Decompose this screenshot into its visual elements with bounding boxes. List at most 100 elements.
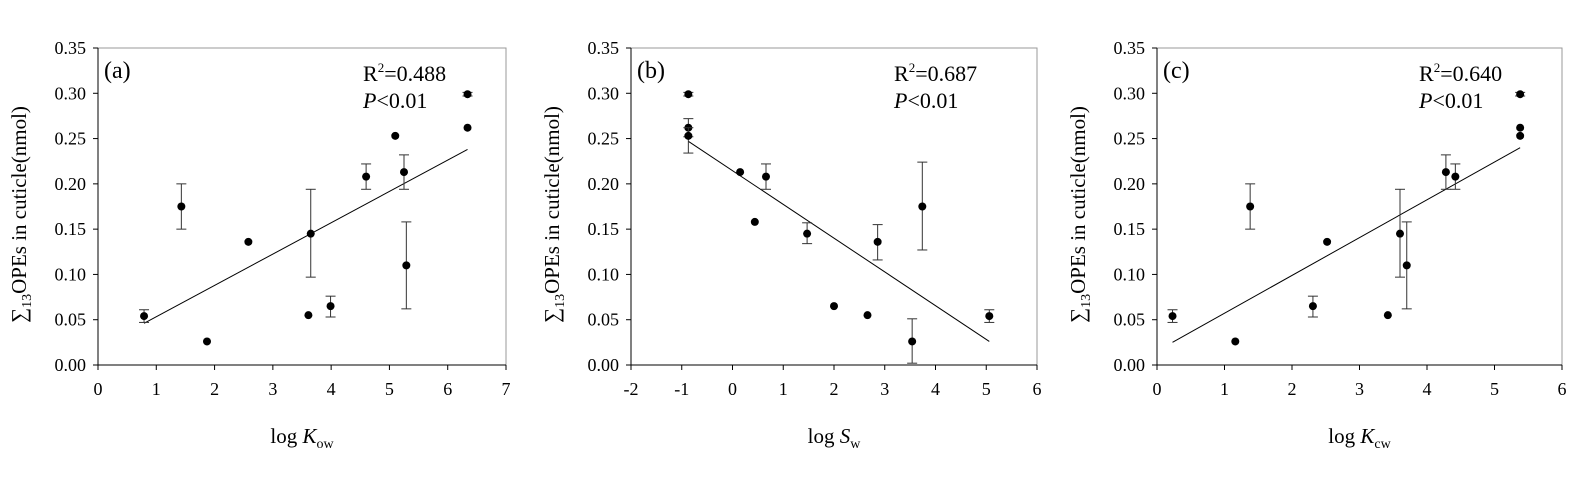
sigma-symbol: ∑ xyxy=(7,308,31,323)
y-tick-label: 0.25 xyxy=(55,129,87,149)
y-label-text: OPEs in cuticle(nmol) xyxy=(540,106,564,294)
data-point xyxy=(1451,172,1460,181)
y-axis-label: ∑13OPEs in cuticle(nmol) xyxy=(7,106,35,323)
data-point xyxy=(736,168,745,177)
regression-line xyxy=(1172,147,1521,343)
x-tick-label: 2 xyxy=(210,379,219,399)
x-label-prefix: log xyxy=(270,424,302,448)
x-tick-label: 1 xyxy=(779,379,788,399)
x-label-var: K xyxy=(301,424,317,448)
data-point xyxy=(1168,312,1177,321)
x-tick-label: 2 xyxy=(830,379,839,399)
data-point xyxy=(244,237,253,246)
regression-line xyxy=(688,140,990,342)
data-point xyxy=(830,302,838,311)
panel-c: 0.00 0.05 0.10 0.15 0.20 0.25 0.30 0.35 0 1 2 3 4 5 6 ∑… xyxy=(1066,38,1567,452)
x-label-var: K xyxy=(1359,424,1375,448)
x-tick-label: 0 xyxy=(94,379,103,399)
data-point xyxy=(463,123,472,132)
x-tick-label: 2 xyxy=(1288,379,1297,399)
data-point xyxy=(391,131,400,140)
y-label-subscript: 13 xyxy=(1079,294,1094,308)
data-point xyxy=(1323,237,1332,246)
plot-frame xyxy=(97,47,507,366)
data-point xyxy=(326,302,335,311)
x-tick-label: 3 xyxy=(880,379,889,399)
data-point xyxy=(684,131,693,140)
data-point xyxy=(400,168,408,177)
y-tick-label: 0.10 xyxy=(1114,264,1146,284)
y-tick-label: 0.05 xyxy=(1114,310,1146,330)
x-label-var: S xyxy=(840,424,851,448)
data-point xyxy=(1441,168,1450,177)
data-point xyxy=(1383,311,1392,320)
y-tick-label: 0.15 xyxy=(588,219,620,239)
x-tick-label: 3 xyxy=(268,379,277,399)
data-point xyxy=(918,202,927,211)
error-bar xyxy=(683,127,694,154)
y-tick-label: 0.25 xyxy=(588,129,620,149)
x-axis-label: log Kcw xyxy=(1328,424,1391,452)
y-axis-label: ∑13OPEs in cuticle(nmol) xyxy=(1066,106,1094,323)
sigma-symbol: ∑ xyxy=(1066,308,1090,323)
data-point xyxy=(463,90,472,99)
y-label-text: OPEs in cuticle(nmol) xyxy=(1066,106,1090,294)
y-tick-label: 0.30 xyxy=(588,83,620,103)
data-point xyxy=(1516,131,1525,140)
data-point xyxy=(684,90,693,99)
panel-label: (b) xyxy=(637,58,665,84)
data-point xyxy=(908,337,917,346)
x-axis-label: log Kow xyxy=(270,424,334,452)
y-label-subscript: 13 xyxy=(20,294,35,308)
data-point xyxy=(1402,261,1411,270)
x-tick-label: 0 xyxy=(728,379,737,399)
x-label-subscript: cw xyxy=(1374,437,1391,452)
y-tick-label: 0.35 xyxy=(55,38,87,58)
y-label-subscript: 13 xyxy=(553,294,568,308)
y-axis-label: ∑13OPEs in cuticle(nmol) xyxy=(540,106,568,323)
data-point xyxy=(140,312,149,321)
y-tick-label: 0.20 xyxy=(55,174,87,194)
y-tick-label: 0.05 xyxy=(588,310,620,330)
data-point xyxy=(1246,202,1255,211)
x-tick-label: 3 xyxy=(1355,379,1364,399)
x-tick-label: 0 xyxy=(1153,379,1162,399)
x-tick-label: 4 xyxy=(931,379,940,399)
data-point xyxy=(1516,90,1525,99)
y-tick-label: 0.20 xyxy=(588,174,620,194)
regression-line xyxy=(143,148,468,324)
x-tick-label: -2 xyxy=(624,379,639,399)
y-tick-label: 0.10 xyxy=(588,264,620,284)
panel-a: 0.00 0.05 0.10 0.15 0.20 0.25 0.30 0.35 0 1 2 3 4 5 6 7… xyxy=(7,38,511,452)
data-point xyxy=(1308,302,1317,311)
y-tick-label: 0.25 xyxy=(1114,129,1146,149)
y-label-text: OPEs in cuticle(nmol) xyxy=(7,106,31,294)
p-value: P<0.01 xyxy=(1418,88,1483,113)
y-tick-label: 0.30 xyxy=(1114,83,1146,103)
y-tick-label: 0.30 xyxy=(55,83,87,103)
r-squared: R2=0.687 xyxy=(894,60,977,86)
x-tick-label: 7 xyxy=(502,379,511,399)
y-tick-label: 0.15 xyxy=(1114,219,1146,239)
x-tick-label: 1 xyxy=(152,379,161,399)
y-tick-label: 0.00 xyxy=(55,355,87,375)
x-axis-label: log Sw xyxy=(808,424,862,452)
p-value: P<0.01 xyxy=(362,88,427,113)
y-tick-label: 0.20 xyxy=(1114,174,1146,194)
y-tick-label: 0.35 xyxy=(588,38,620,58)
x-tick-label: 4 xyxy=(327,379,336,399)
x-tick-label: 5 xyxy=(385,379,394,399)
x-tick-label: 6 xyxy=(1558,379,1567,399)
x-tick-label: 5 xyxy=(982,379,991,399)
data-point xyxy=(985,312,994,321)
data-point xyxy=(1231,337,1240,346)
r-squared: R2=0.488 xyxy=(363,60,446,86)
data-point xyxy=(863,311,872,320)
x-tick-label: 4 xyxy=(1423,379,1432,399)
y-tick-label: 0.00 xyxy=(1114,355,1146,375)
panel-label: (a) xyxy=(104,58,131,84)
y-tick-label: 0.15 xyxy=(55,219,87,239)
data-point xyxy=(306,229,315,238)
x-tick-label: 6 xyxy=(443,379,452,399)
x-label-subscript: ow xyxy=(316,437,334,452)
